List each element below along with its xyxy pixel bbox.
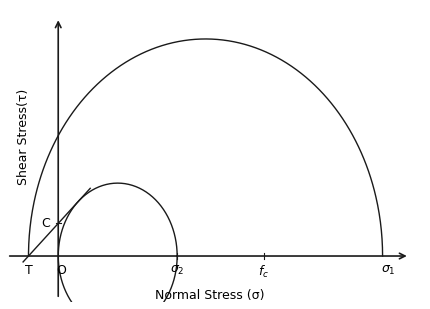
Text: $\sigma_1$: $\sigma_1$ [381,264,395,277]
Text: Shear Stress(τ): Shear Stress(τ) [17,89,30,185]
Text: Normal Stress (σ): Normal Stress (σ) [155,289,264,302]
Text: C: C [41,217,50,230]
Text: T: T [25,264,32,277]
Text: $f_c$: $f_c$ [258,264,269,280]
Text: O: O [56,264,66,277]
Text: $\sigma_2$: $\sigma_2$ [170,264,184,277]
